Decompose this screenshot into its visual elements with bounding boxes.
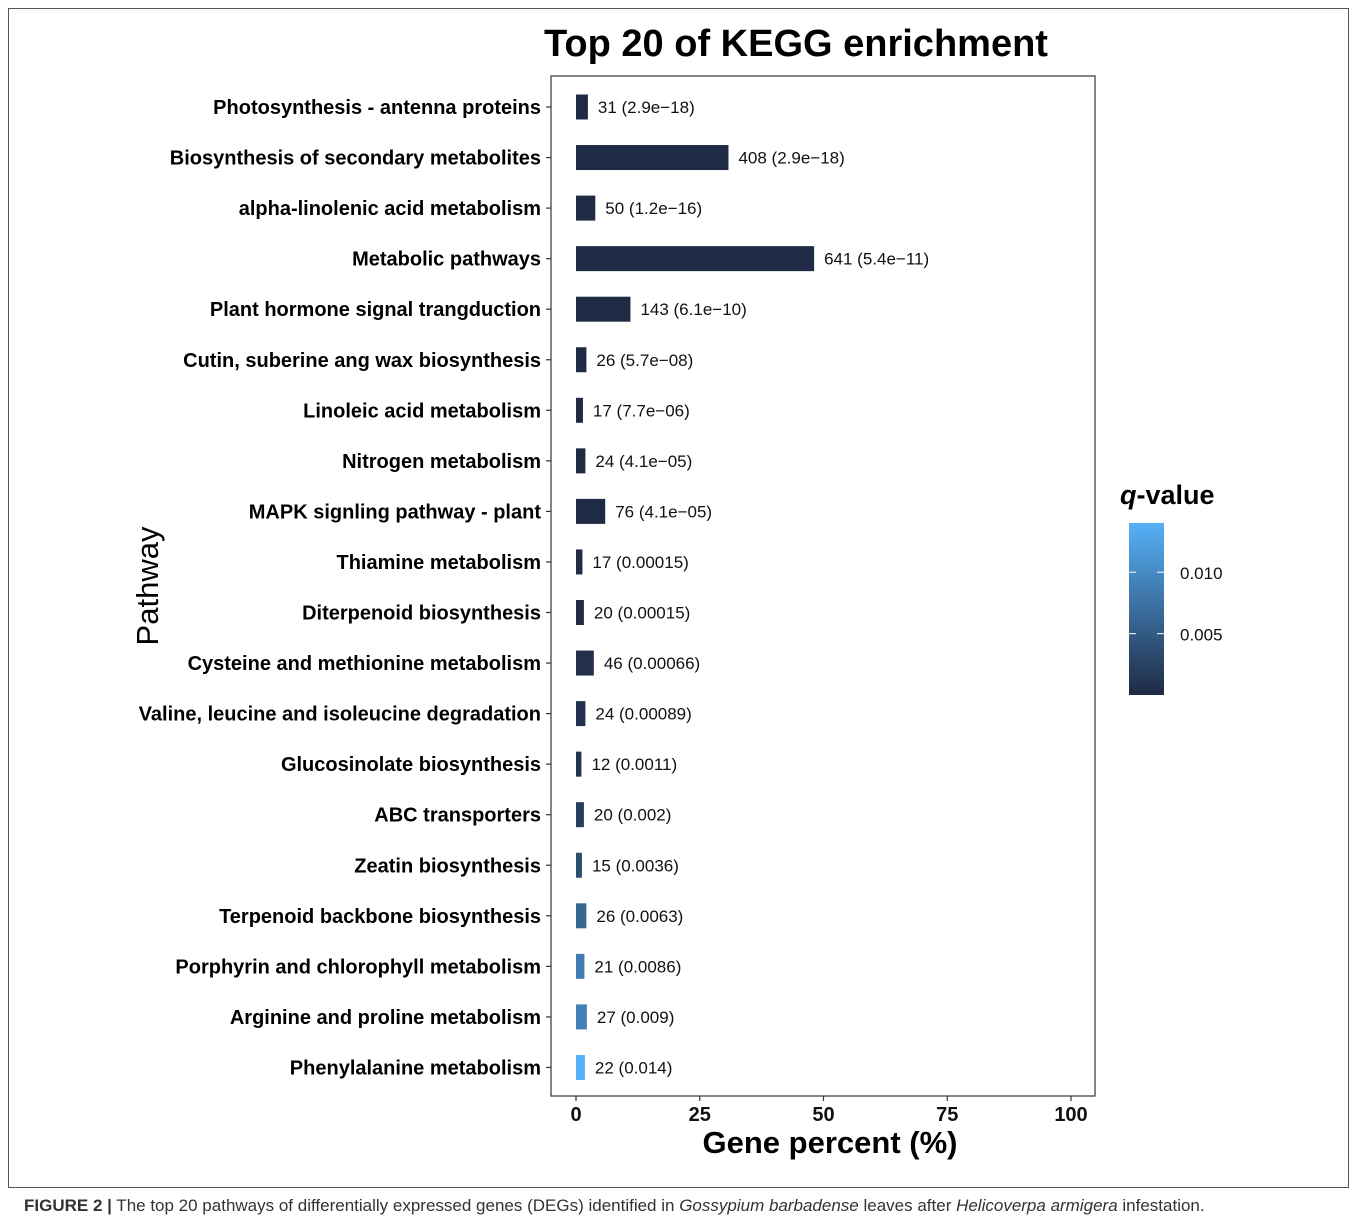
bar-9 [576, 498, 606, 524]
bar-value-label: 24 (4.1e−05) [595, 452, 692, 471]
bar-value-label: 12 (0.0011) [591, 755, 677, 774]
bar-value-label: 46 (0.00066) [604, 654, 700, 673]
bar-value-label: 24 (0.00089) [595, 705, 691, 724]
x-tick-label: 75 [936, 1104, 958, 1126]
bar-value-label: 26 (0.0063) [596, 907, 683, 926]
chart-title: Top 20 of KEGG enrichment [544, 23, 1048, 65]
bar-value-label: 50 (1.2e−16) [605, 199, 702, 218]
bar-13 [576, 701, 586, 727]
plot-panel [550, 75, 1096, 1097]
bar-value-label: 20 (0.00015) [594, 604, 690, 623]
y-tick-label: MAPK signling pathway - plant [249, 501, 542, 523]
y-tick-label: alpha-linolenic acid metabolism [239, 198, 541, 220]
bar-value-label: 20 (0.002) [594, 806, 672, 825]
bar-1 [576, 94, 588, 120]
y-tick-label: Linoleic acid metabolism [303, 400, 541, 422]
caption-text-2: leaves after [858, 1196, 957, 1215]
bar-20 [576, 1054, 585, 1080]
bar-value-label: 17 (7.7e−06) [593, 401, 690, 420]
bar-value-label: 641 (5.4e−11) [824, 250, 929, 269]
bar-value-label: 22 (0.014) [595, 1058, 673, 1077]
x-tick-label: 0 [570, 1104, 581, 1126]
bar-value-label: 31 (2.9e−18) [598, 98, 695, 117]
legend-title: q-value [1120, 480, 1215, 510]
bar-value-label: 27 (0.009) [597, 1008, 675, 1027]
x-tick-label: 50 [812, 1104, 834, 1126]
y-tick-label: Zeatin biosynthesis [354, 855, 541, 877]
bar-value-label: 21 (0.0086) [594, 957, 681, 976]
bar-6 [576, 347, 587, 373]
legend-title-q: q [1120, 480, 1137, 510]
bar-11 [576, 600, 584, 625]
bar-value-label: 76 (4.1e−05) [615, 502, 712, 521]
kegg-bar-chart: Top 20 of KEGG enrichment 31 (2.9e−18) 40… [130, 23, 1223, 1160]
caption-text-1: The top 20 pathways of differentially ex… [111, 1196, 680, 1215]
bar-5 [576, 296, 631, 322]
y-tick-label: Porphyrin and chlorophyll metabolism [175, 956, 541, 978]
caption-species-1: Gossypium barbadense [679, 1196, 859, 1215]
bar-17 [576, 903, 587, 929]
y-tick-label: Cysteine and methionine metabolism [188, 653, 541, 675]
bar-4 [576, 246, 815, 272]
y-tick-label: ABC transporters [374, 805, 541, 827]
y-tick-label: Glucosinolate biosynthesis [281, 754, 541, 776]
bar-value-label: 15 (0.0036) [592, 856, 679, 875]
x-tick-label: 100 [1054, 1104, 1087, 1126]
legend-title-rest: -value [1137, 480, 1215, 510]
y-tick-label: Nitrogen metabolism [342, 451, 541, 473]
bar-18 [576, 953, 585, 979]
y-tick-label: Arginine and proline metabolism [230, 1007, 541, 1029]
y-tick-label: Diterpenoid biosynthesis [302, 603, 541, 625]
x-tick-label: 25 [689, 1104, 711, 1126]
y-tick-label: Thiamine metabolism [337, 552, 542, 574]
bar-value-label: 143 (6.1e−10) [640, 300, 746, 319]
legend-tick-label: 0.005 [1180, 626, 1223, 645]
bar-19 [576, 1004, 587, 1030]
figure-caption: FIGURE 2 | The top 20 pathways of differ… [24, 1196, 1205, 1216]
bar-3 [576, 195, 596, 221]
bar-2 [576, 145, 729, 171]
bar-14 [576, 751, 582, 777]
bar-7 [576, 397, 583, 423]
caption-text-3: infestation. [1117, 1196, 1205, 1215]
bar-8 [576, 448, 586, 474]
y-tick-label: Valine, leucine and isoleucine degradati… [139, 704, 541, 726]
legend-tick-label: 0.010 [1180, 564, 1223, 583]
bar-value-label: 408 (2.9e−18) [738, 149, 844, 168]
caption-species-2: Helicoverpa armigera [956, 1196, 1118, 1215]
y-tick-label: Photosynthesis - antenna proteins [213, 97, 541, 119]
y-axis-title: Pathway [130, 526, 165, 645]
figure-frame [8, 8, 1349, 1188]
bar-15 [576, 802, 584, 828]
bar-10 [576, 549, 583, 575]
legend-color-bar [1129, 523, 1164, 695]
y-tick-label: Cutin, suberine ang wax biosynthesis [183, 350, 541, 372]
y-tick-label: Terpenoid backbone biosynthesis [219, 906, 541, 928]
y-tick-label: Biosynthesis of secondary metabolites [170, 148, 541, 170]
caption-label: FIGURE 2 | [24, 1196, 112, 1215]
y-tick-label: Metabolic pathways [352, 249, 541, 271]
bar-value-label: 17 (0.00015) [592, 553, 688, 572]
x-axis-title: Gene percent (%) [703, 1125, 958, 1160]
bar-16 [576, 852, 582, 878]
bar-12 [576, 650, 594, 676]
y-tick-label: Phenylalanine metabolism [290, 1057, 541, 1079]
bar-value-label: 26 (5.7e−08) [596, 351, 693, 370]
y-tick-label: Plant hormone signal trangduction [210, 299, 541, 321]
